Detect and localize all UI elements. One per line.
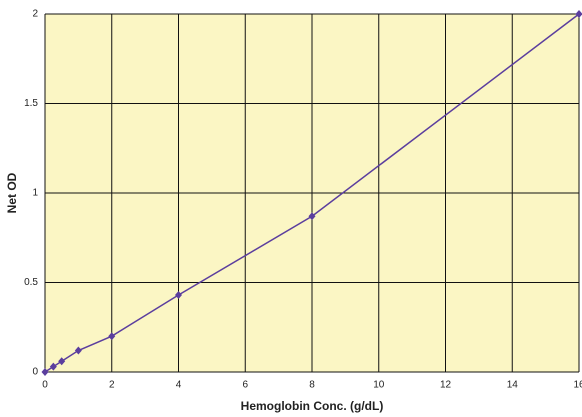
- x-axis-label: Hemoglobin Conc. (g/dL): [241, 399, 384, 413]
- y-tick-label: 0.5: [24, 277, 38, 288]
- data-point: [108, 332, 116, 341]
- data-point: [58, 357, 66, 366]
- y-tick-label: 1.5: [24, 98, 38, 109]
- data-point: [49, 362, 57, 371]
- y-tick-label: 1: [32, 188, 38, 199]
- x-tick-label: 6: [242, 380, 248, 391]
- data-point: [175, 291, 182, 300]
- x-tick-label: 10: [373, 380, 385, 391]
- x-tick-label: 16: [573, 380, 582, 391]
- x-tick-label: 2: [109, 380, 115, 391]
- y-axis-label: Net OD: [5, 172, 19, 213]
- data-point: [41, 368, 49, 376]
- x-tick-label: 4: [176, 380, 182, 391]
- x-tick-label: 14: [507, 380, 519, 391]
- data-point: [575, 10, 582, 18]
- data-point: [308, 212, 316, 221]
- x-tick-label: 8: [309, 380, 315, 391]
- data-point: [74, 346, 82, 355]
- y-tick-label: 2: [32, 9, 38, 20]
- x-tick-label: 12: [440, 380, 452, 391]
- y-tick-label: 0: [32, 367, 38, 378]
- x-tick-label: 0: [42, 380, 48, 391]
